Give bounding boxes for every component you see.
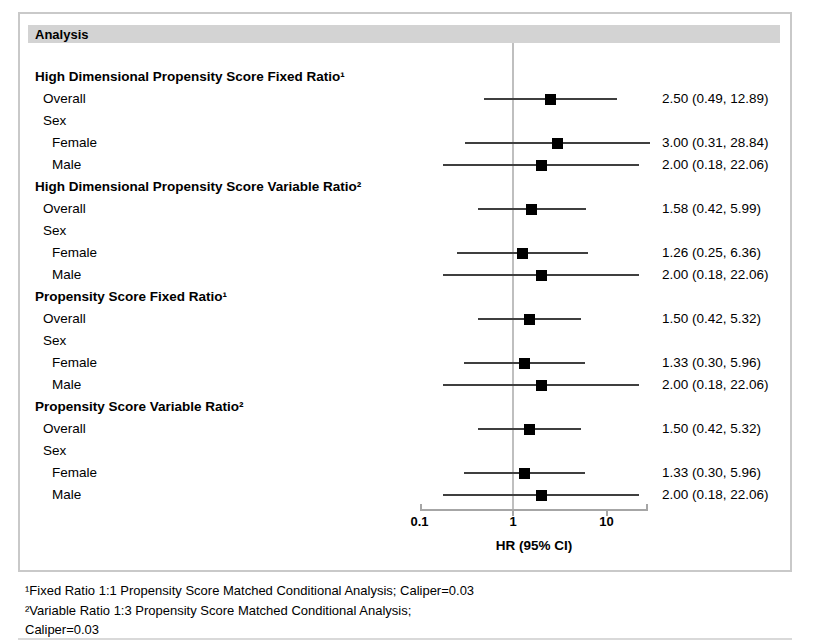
- row-label: Female: [52, 462, 97, 484]
- point-estimate-marker: [552, 138, 563, 149]
- hr-ci-value: 2.50 (0.49, 12.89): [662, 88, 769, 110]
- point-estimate-marker: [536, 380, 547, 391]
- point-estimate-marker: [524, 424, 535, 435]
- footnote-2: ²Variable Ratio 1:3 Propensity Score Mat…: [25, 601, 474, 621]
- axis-tick-label: 1: [491, 514, 535, 529]
- point-estimate-marker: [526, 204, 537, 215]
- reference-line-hr1: [512, 43, 514, 510]
- footnote-1: ¹Fixed Ratio 1:1 Propensity Score Matche…: [25, 581, 474, 601]
- row-label: Male: [52, 264, 81, 286]
- x-axis-title: HR (95% CI): [420, 538, 648, 553]
- row-label: Overall: [43, 198, 86, 220]
- hr-ci-value: 2.00 (0.18, 22.06): [662, 374, 769, 396]
- axis-end-cap: [646, 504, 648, 511]
- row-label: Sex: [43, 110, 66, 132]
- row-label: Sex: [43, 220, 66, 242]
- forest-plot-figure: Analysis High Dimensional Propensity Sco…: [0, 0, 818, 643]
- analysis-header-label: Analysis: [28, 27, 88, 42]
- point-estimate-marker: [545, 94, 556, 105]
- hr-ci-value: 2.00 (0.18, 22.06): [662, 264, 769, 286]
- analysis-header-bar: Analysis: [28, 25, 780, 43]
- row-label: Male: [52, 154, 81, 176]
- group-title: High Dimensional Propensity Score Variab…: [35, 176, 361, 198]
- row-label: Female: [52, 352, 97, 374]
- hr-ci-value: 1.26 (0.25, 6.36): [662, 242, 761, 264]
- hr-ci-value: 1.50 (0.42, 5.32): [662, 418, 761, 440]
- row-label: Sex: [43, 440, 66, 462]
- row-label: Female: [52, 242, 97, 264]
- point-estimate-marker: [536, 160, 547, 171]
- hr-ci-value: 1.33 (0.30, 5.96): [662, 352, 761, 374]
- hr-ci-value: 1.50 (0.42, 5.32): [662, 308, 761, 330]
- point-estimate-marker: [519, 468, 530, 479]
- row-label: Male: [52, 484, 81, 506]
- point-estimate-marker: [524, 314, 535, 325]
- hr-ci-value: 1.58 (0.42, 5.99): [662, 198, 761, 220]
- axis-end-cap: [420, 504, 422, 511]
- hr-ci-value: 3.00 (0.31, 28.84): [662, 132, 769, 154]
- group-title: Propensity Score Fixed Ratio¹: [35, 286, 227, 308]
- axis-tick-label: 0.1: [398, 514, 442, 529]
- footnote-3: Caliper=0.03: [25, 620, 474, 640]
- x-axis-line: [420, 509, 648, 511]
- row-label: Overall: [43, 308, 86, 330]
- hr-ci-value: 1.33 (0.30, 5.96): [662, 462, 761, 484]
- row-label: Overall: [43, 88, 86, 110]
- hr-ci-value: 2.00 (0.18, 22.06): [662, 484, 769, 506]
- row-label: Overall: [43, 418, 86, 440]
- group-title: Propensity Score Variable Ratio²: [35, 396, 244, 418]
- row-label: Female: [52, 132, 97, 154]
- footnotes: ¹Fixed Ratio 1:1 Propensity Score Matche…: [25, 581, 474, 640]
- point-estimate-marker: [536, 270, 547, 281]
- row-label: Male: [52, 374, 81, 396]
- hr-ci-value: 2.00 (0.18, 22.06): [662, 154, 769, 176]
- row-label: Sex: [43, 330, 66, 352]
- axis-tick-label: 10: [585, 514, 629, 529]
- point-estimate-marker: [517, 248, 528, 259]
- point-estimate-marker: [536, 490, 547, 501]
- group-title: High Dimensional Propensity Score Fixed …: [35, 66, 345, 88]
- bottom-divider: [18, 638, 792, 640]
- point-estimate-marker: [519, 358, 530, 369]
